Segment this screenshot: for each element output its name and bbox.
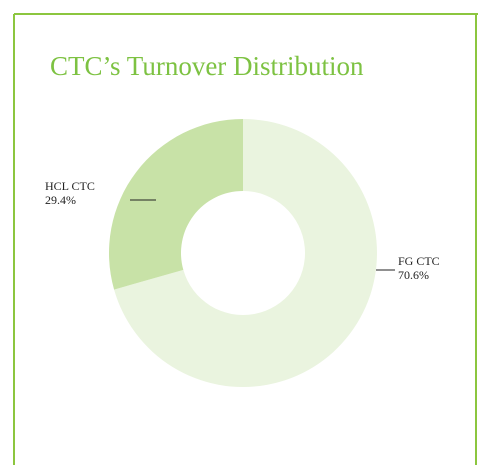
chart-title: CTC’s Turnover Distribution [50,51,364,81]
slice [108,118,243,290]
slice [114,119,377,387]
slice-value: 29.4% [45,193,76,207]
slice-value: 70.6% [398,268,429,282]
slice-label: FG CTC [398,254,440,268]
slice-label: HCL CTC [45,179,95,193]
